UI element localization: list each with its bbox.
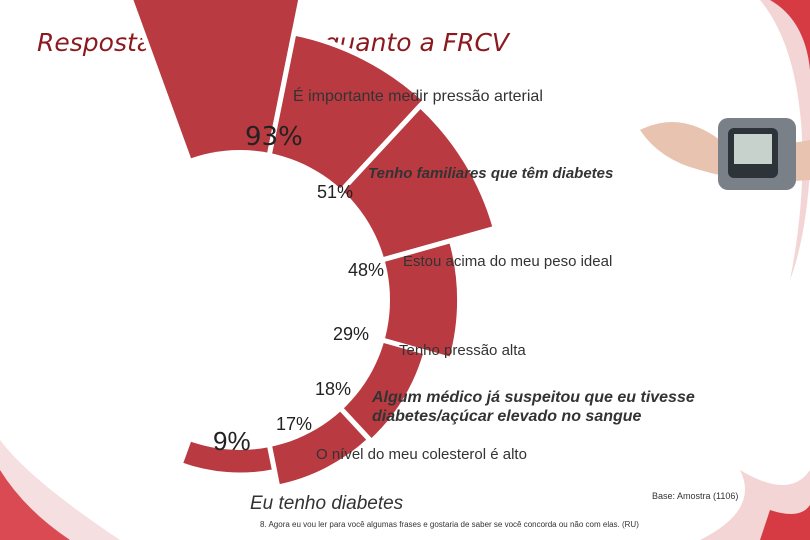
bar-value-5: 18%: [315, 379, 352, 399]
bar-label-5: Algum médico já suspeitou que eu tivesse…: [372, 389, 695, 425]
sample-base-note: Base: Amostra (1106): [652, 491, 739, 501]
bar-label-7: Eu tenho diabetes: [250, 493, 404, 514]
bar-label-6: O nível do meu colesterol é alto: [316, 446, 527, 463]
question-footnote: 8. Agora eu vou ler para você algumas fr…: [260, 520, 639, 529]
bar-label-4: Tenho pressão alta: [399, 342, 526, 359]
bar-label-3: Estou acima do meu peso ideal: [403, 253, 613, 270]
bar-value-6: 17%: [276, 414, 313, 434]
chart-center: [90, 150, 390, 450]
bar-value-4: 29%: [333, 324, 370, 344]
bar-value-1: 93%: [245, 122, 303, 152]
bar-label-2: Tenho familiares que têm diabetes: [368, 165, 614, 182]
bar-label-1: É importante medir pressão arterial: [293, 88, 543, 105]
bar-value-7: 9%: [213, 426, 251, 456]
bar-value-3: 48%: [348, 260, 385, 280]
bar-value-2: 51%: [317, 182, 354, 202]
blood-pressure-monitor-image: [640, 118, 810, 190]
